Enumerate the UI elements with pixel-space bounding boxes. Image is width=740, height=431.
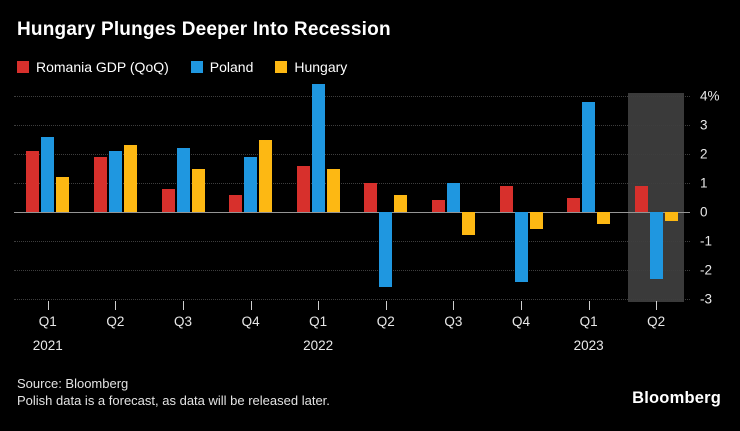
y-axis-tick-label: 4% <box>700 88 720 104</box>
gridline <box>14 299 690 300</box>
bar-hungary-q4-2021 <box>259 139 273 212</box>
y-axis-tick-label: 3 <box>700 117 708 133</box>
y-axis-tick-label: -1 <box>700 233 713 249</box>
x-axis-tick <box>521 301 522 310</box>
bar-romania-gdp-qoq-q1-2021 <box>26 151 40 212</box>
source-line: Source: Bloomberg <box>17 376 129 391</box>
legend-label: Hungary <box>294 59 348 75</box>
x-axis-label: Q3 <box>444 314 463 329</box>
gridline <box>14 96 690 97</box>
legend-swatch <box>17 61 29 73</box>
gridline <box>14 241 690 242</box>
x-axis-label: Q2 <box>647 314 666 329</box>
legend-swatch <box>275 61 288 73</box>
y-axis-tick-label: 2 <box>700 146 708 162</box>
x-axis-tick <box>318 301 320 310</box>
bar-romania-gdp-qoq-q1-2022 <box>296 165 310 212</box>
x-axis-label: Q1 <box>309 314 328 329</box>
legend-swatch <box>190 61 203 73</box>
bar-hungary-q1-2023 <box>597 212 611 224</box>
gridline <box>14 183 690 184</box>
x-axis-label: Q2 <box>106 314 125 329</box>
bar-romania-gdp-qoq-q3-2021 <box>161 188 175 212</box>
legend-item-romania-gdp-qoq: Romania GDP (QoQ) <box>17 59 169 75</box>
legend-item-poland: Poland <box>190 59 254 75</box>
bar-hungary-q3-2021 <box>191 168 205 212</box>
plot-area <box>14 84 690 302</box>
bar-romania-gdp-qoq-q4-2022 <box>499 185 513 212</box>
bar-poland-q4-2022 <box>514 212 528 282</box>
bar-poland-q2-2021 <box>108 151 122 212</box>
y-axis-tick-label: 0 <box>700 204 708 220</box>
bar-hungary-q1-2021 <box>56 177 70 212</box>
bar-romania-gdp-qoq-q4-2021 <box>229 194 243 212</box>
bar-hungary-q2-2021 <box>123 145 137 212</box>
bar-hungary-q2-2022 <box>394 194 408 212</box>
legend-item-hungary: Hungary <box>275 59 347 75</box>
source-note: Source: Bloomberg Polish data is a forec… <box>17 375 330 409</box>
gridline <box>14 125 690 126</box>
year-label: 2021 <box>32 338 63 353</box>
forecast-note: Polish data is a forecast, as data will … <box>17 393 330 408</box>
bar-hungary-q4-2022 <box>529 212 543 230</box>
x-axis-tick <box>588 301 590 310</box>
x-axis-tick <box>453 301 455 310</box>
x-axis-tick <box>250 301 252 310</box>
legend-label: Romania GDP (QoQ) <box>36 59 169 75</box>
x-axis-tick <box>183 301 184 310</box>
bar-romania-gdp-qoq-q2-2023 <box>634 185 648 212</box>
chart-title: Hungary Plunges Deeper Into Recession <box>17 19 391 40</box>
bar-poland-q1-2022 <box>311 84 325 212</box>
x-axis-tick <box>47 301 49 310</box>
x-axis-label: Q1 <box>38 314 57 329</box>
bar-romania-gdp-qoq-q1-2023 <box>567 197 581 212</box>
bar-hungary-q2-2023 <box>664 212 678 221</box>
bar-poland-q1-2021 <box>41 136 55 212</box>
y-axis-tick-label: 1 <box>700 175 708 191</box>
x-axis-label: Q4 <box>511 314 530 329</box>
bar-poland-q1-2023 <box>582 101 596 212</box>
gridline <box>14 270 690 271</box>
legend-label: Poland <box>209 59 254 75</box>
year-label: 2022 <box>303 338 334 353</box>
zero-baseline <box>14 212 690 213</box>
x-axis-label: Q3 <box>173 314 192 329</box>
bar-poland-q2-2023 <box>649 212 663 279</box>
x-axis-tick <box>656 301 658 310</box>
bloomberg-logo: Bloomberg <box>632 389 721 407</box>
x-axis-label: Q2 <box>376 314 395 329</box>
gridline <box>14 154 690 155</box>
bar-hungary-q1-2022 <box>326 168 340 212</box>
bar-romania-gdp-qoq-q2-2021 <box>93 156 107 212</box>
bar-romania-gdp-qoq-q3-2022 <box>431 200 445 212</box>
x-axis-label: Q1 <box>579 314 598 329</box>
x-axis-tick <box>115 301 117 310</box>
bar-poland-q3-2022 <box>446 183 460 212</box>
bar-hungary-q3-2022 <box>461 212 475 236</box>
legend: Romania GDP (QoQ) Poland Hungary <box>17 59 347 75</box>
x-axis-label: Q4 <box>241 314 260 329</box>
y-axis-tick-label: -3 <box>700 291 713 307</box>
bar-poland-q2-2022 <box>379 212 393 288</box>
bar-poland-q3-2021 <box>176 148 190 212</box>
x-axis-tick <box>385 301 387 310</box>
y-axis-tick-label: -2 <box>700 262 713 278</box>
bar-romania-gdp-qoq-q2-2022 <box>364 183 378 212</box>
bar-poland-q4-2021 <box>244 156 258 212</box>
year-label: 2023 <box>573 338 604 353</box>
